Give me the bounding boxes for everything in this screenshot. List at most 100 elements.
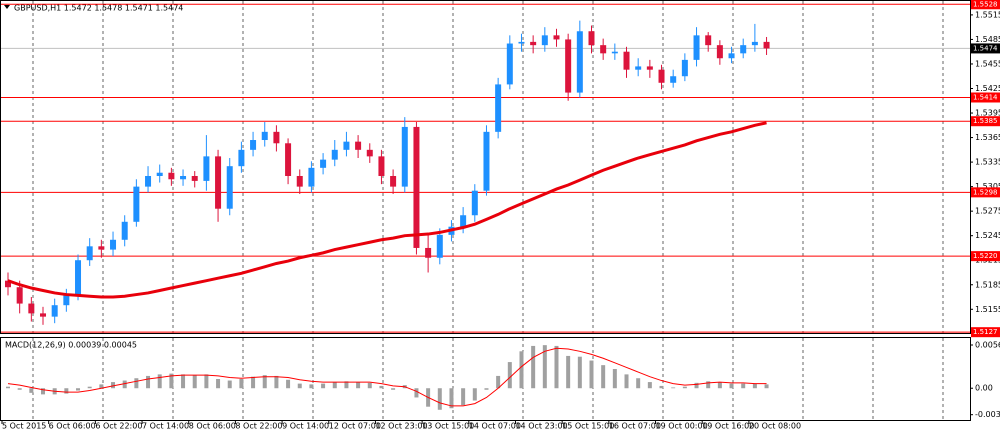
macd-bar <box>192 375 197 389</box>
candle-body <box>191 175 198 181</box>
macd-bar <box>437 388 442 410</box>
candle-body <box>285 143 292 176</box>
candle-body <box>495 84 502 132</box>
macd-bar <box>531 345 536 389</box>
x-tick-label: 5 Oct 2015 <box>2 422 46 431</box>
level-label: 1.5385 <box>973 117 998 125</box>
candle-body <box>215 156 222 209</box>
candle-body <box>588 31 595 46</box>
candle-body <box>611 51 618 54</box>
level-label-box <box>971 327 1000 338</box>
level-label-box <box>971 0 1000 10</box>
macd-bar <box>321 383 326 389</box>
candle-body <box>600 45 607 54</box>
x-tick-label: 13 Oct 15:00 <box>422 422 474 431</box>
macd-bar <box>472 388 477 401</box>
candle-body <box>180 175 187 180</box>
candle-body <box>483 131 490 191</box>
macd-bar <box>554 345 559 389</box>
candle-body <box>308 167 315 187</box>
y-tick-label: 1.5425 <box>975 84 1000 93</box>
macd-bar <box>601 365 606 389</box>
candle-body <box>576 31 583 93</box>
candle-body <box>250 140 257 150</box>
candle-body <box>5 280 11 288</box>
candle-body <box>355 141 362 150</box>
level-label-box <box>971 116 1000 127</box>
candle-body <box>51 305 58 317</box>
candle-body <box>518 41 525 44</box>
x-tick-label: 8 Oct 22:00 <box>235 422 282 431</box>
candle-body <box>541 35 548 46</box>
macd-bar <box>741 383 746 389</box>
macd-bar <box>111 382 116 389</box>
candle-body <box>763 41 770 49</box>
macd-bar <box>169 373 174 389</box>
y-tick-label: 1.5335 <box>975 158 1000 167</box>
macd-bar <box>717 382 722 389</box>
candle-body <box>168 172 175 180</box>
y-tick-label: 0.00 <box>975 384 993 393</box>
macd-bar <box>146 375 151 389</box>
macd-bar <box>297 383 302 389</box>
macd-bar <box>671 387 676 389</box>
candle-body <box>751 41 758 46</box>
macd-bar <box>134 378 139 389</box>
candle-body <box>460 215 467 227</box>
x-tick-label: 6 Oct 22:00 <box>95 422 142 431</box>
candle-body <box>110 239 117 250</box>
y-tick-label: -0.00344 <box>975 410 1000 419</box>
candle-body <box>63 295 70 306</box>
y-tick-label: 1.5245 <box>975 231 1000 240</box>
candle-body <box>623 51 630 70</box>
last-price-label: 1.5474 <box>973 44 998 52</box>
macd-bar <box>286 379 291 389</box>
candle-body <box>425 247 432 258</box>
x-tick-label: 12 Oct 07:00 <box>329 422 381 431</box>
candle-body <box>436 234 443 258</box>
macd-bar <box>414 388 419 398</box>
macd-bar <box>227 380 232 389</box>
chart-title: GBPUSD,H1 1.5472 1.5478 1.5471 1.5474 <box>14 4 183 13</box>
macd-panel-frame <box>0 337 971 421</box>
candle-body <box>156 172 163 176</box>
macd-bar <box>694 382 699 389</box>
candle-body <box>670 76 677 83</box>
candle-body <box>145 175 152 187</box>
candle-body <box>40 313 47 317</box>
macd-bar <box>216 379 221 389</box>
candle-body <box>413 126 420 248</box>
macd-bar <box>507 362 512 389</box>
macd-bar <box>87 386 92 389</box>
macd-bar <box>659 385 664 389</box>
macd-bar <box>636 378 641 389</box>
y-tick-label: 1.5365 <box>975 133 1000 142</box>
level-label: 1.5220 <box>973 252 998 260</box>
candle-body <box>296 175 303 187</box>
macd-bar <box>612 369 617 389</box>
macd-title: MACD(12,26,9) 0.00039 0.00045 <box>5 341 137 350</box>
macd-bar <box>309 384 314 389</box>
level-label: 1.5298 <box>973 188 998 196</box>
candle-body <box>635 66 642 70</box>
price-panel-frame <box>0 0 971 334</box>
macd-bar <box>519 351 524 389</box>
y-tick-label: 0.00562 <box>975 341 1000 350</box>
candle-body <box>378 156 385 176</box>
candle-body <box>693 35 700 60</box>
candle-body <box>28 303 35 314</box>
candle-body <box>716 45 723 59</box>
macd-bar <box>41 388 46 395</box>
candle-body <box>226 166 233 209</box>
macd-bar <box>157 374 162 389</box>
macd-bar <box>356 382 361 389</box>
y-tick-label: 1.5275 <box>975 207 1000 216</box>
candle-body <box>530 41 537 46</box>
candle-body <box>658 69 665 83</box>
candle-body <box>401 126 408 187</box>
candle-body <box>320 159 327 168</box>
macd-bar <box>76 388 81 391</box>
x-tick-label: 8 Oct 06:00 <box>189 422 236 431</box>
x-tick-label: 9 Oct 14:00 <box>282 422 329 431</box>
